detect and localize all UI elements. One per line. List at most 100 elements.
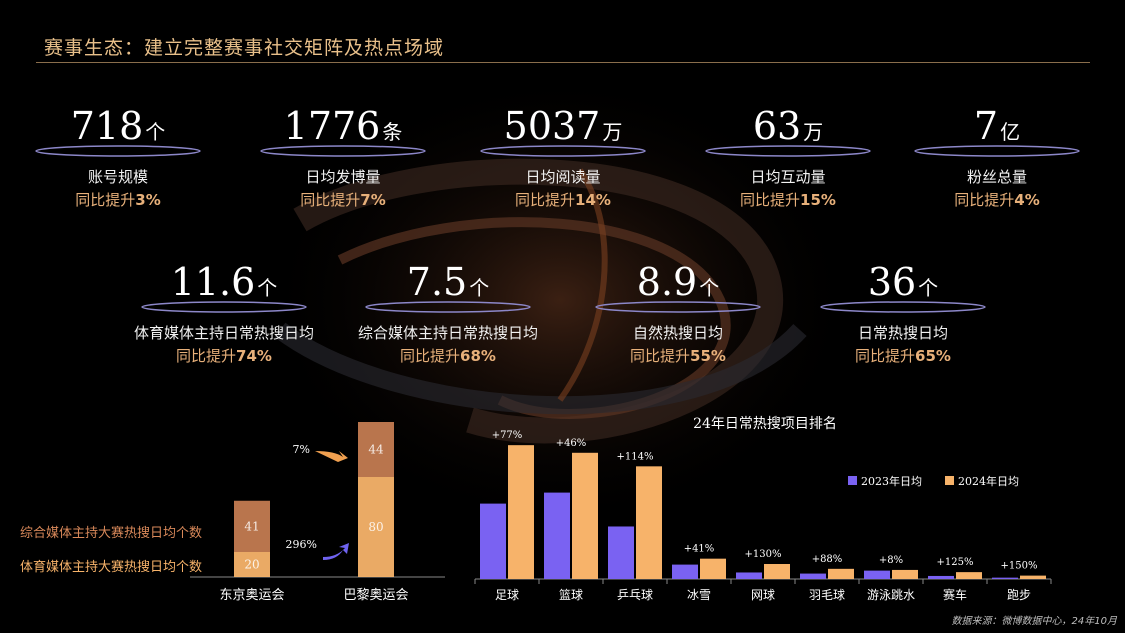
grouped-bar <box>672 564 698 579</box>
grouped-category-label: 羽毛球 <box>809 588 845 602</box>
stat-value: 36 <box>867 260 917 304</box>
grouped-category-label: 足球 <box>495 588 519 602</box>
stat-value: 718 <box>70 104 144 148</box>
grouped-category-label: 冰雪 <box>687 588 711 602</box>
stacked-value-label: 41 <box>244 519 259 533</box>
stacked-legend-sports: 体育媒体主持大赛热搜日均个数 <box>20 560 203 575</box>
grouped-bar <box>764 564 790 579</box>
grouped-bar <box>1020 575 1046 579</box>
stat-daily-hot: 36 个 日常热搜日均 同比提升65% <box>803 260 1003 366</box>
stat-unit: 个 <box>699 276 720 300</box>
stat-unit: 万 <box>803 120 824 144</box>
grouped-category-label: 赛车 <box>943 587 967 602</box>
stat-unit: 万 <box>602 120 623 144</box>
grouped-bar <box>864 570 890 579</box>
grouped-bar <box>544 492 570 579</box>
legend-swatch <box>848 476 857 485</box>
stat-growth: 同比提升74% <box>176 347 272 365</box>
stat-daily-interactions: 63 万 日均互动量 同比提升15% <box>688 104 888 210</box>
stat-ring <box>35 145 201 157</box>
grouped-chart-title: 24年日常热搜项目排名 <box>693 416 837 432</box>
stacked-value-label: 20 <box>244 558 259 572</box>
stat-label: 日均互动量 <box>750 168 826 186</box>
grouped-category-label: 跑步 <box>1007 588 1031 602</box>
grouped-bar <box>508 445 534 579</box>
stat-ring <box>705 145 871 157</box>
stat-unit: 个 <box>145 120 166 144</box>
stat-daily-posts: 1776 条 日均发博量 同比提升7% <box>243 104 443 210</box>
stat-ring <box>820 301 986 313</box>
grouped-bar <box>636 466 662 579</box>
stat-natural-hot: 8.9 个 自然热搜日均 同比提升55% <box>578 260 778 366</box>
stat-unit: 亿 <box>1000 120 1021 144</box>
stat-growth: 同比提升55% <box>630 347 726 365</box>
growth-label: +114% <box>617 451 654 462</box>
stat-growth: 同比提升15% <box>740 191 836 209</box>
stat-daily-reads: 5037 万 日均阅读量 同比提升14% <box>463 104 663 210</box>
stat-growth: 同比提升65% <box>855 347 951 365</box>
grouped-category-label: 篮球 <box>559 587 583 602</box>
stat-general-media-hot: 7.5 个 综合媒体主持日常热搜日均 同比提升68% <box>348 260 548 366</box>
stacked-bar-segment <box>358 422 394 477</box>
stat-label: 账号规模 <box>87 168 148 186</box>
growth-label: +77% <box>492 430 523 441</box>
legend-label: 2024年日均 <box>958 474 1019 488</box>
stat-unit: 条 <box>382 120 403 144</box>
grouped-bar <box>736 572 762 579</box>
grouped-bar <box>928 575 954 579</box>
growth-label: +41% <box>684 544 715 555</box>
annotation-general-growth: 7% <box>293 443 310 456</box>
stacked-category-label: 巴黎奥运会 <box>343 588 408 603</box>
grouped-category-label: 网球 <box>751 588 775 602</box>
growth-label: +130% <box>745 549 782 560</box>
stat-label: 体育媒体主持日常热搜日均 <box>133 324 314 342</box>
stat-ring <box>141 301 307 313</box>
grouped-bar <box>480 503 506 579</box>
stat-value: 8.9 <box>636 260 698 304</box>
grouped-bar <box>992 577 1018 579</box>
stat-growth: 同比提升3% <box>75 191 161 209</box>
annotation-sports-growth: 296% <box>286 538 317 551</box>
annotation-arrow-icon <box>323 543 349 560</box>
title-divider <box>36 62 1090 63</box>
stat-ring <box>260 145 426 157</box>
stat-unit: 个 <box>918 276 939 300</box>
stacked-legend-general: 综合媒体主持大赛热搜日均个数 <box>20 526 203 541</box>
stacked-category-label: 东京奥运会 <box>219 588 284 603</box>
growth-label: +125% <box>937 557 974 568</box>
grouped-bar <box>892 569 918 579</box>
legend-label: 2023年日均 <box>861 474 922 488</box>
grouped-category-label: 游泳跳水 <box>867 588 915 602</box>
stat-value: 63 <box>752 104 802 148</box>
stacked-bar-segment <box>234 500 270 552</box>
stat-value: 7.5 <box>406 260 468 304</box>
grouped-bar <box>608 526 634 579</box>
stacked-bar-chart: 20 41 东京奥运会 80 44 巴黎奥运会 7% 296% <box>190 422 445 603</box>
stacked-value-label: 80 <box>368 520 383 534</box>
stat-label: 自然热搜日均 <box>632 324 723 342</box>
stat-unit: 个 <box>469 276 490 300</box>
stat-label: 日均发博量 <box>305 168 381 186</box>
stat-label: 粉丝总量 <box>966 168 1027 186</box>
stat-growth: 同比提升14% <box>515 191 611 209</box>
stat-unit: 个 <box>257 276 278 300</box>
stacked-value-label: 44 <box>368 443 384 457</box>
stat-growth: 同比提升68% <box>400 347 496 365</box>
grouped-category-label: 乒乓球 <box>617 588 653 602</box>
stat-growth: 同比提升7% <box>300 191 386 209</box>
stat-value: 1776 <box>283 104 381 148</box>
grouped-bar <box>800 573 826 579</box>
stacked-bar-segment <box>234 552 270 577</box>
stacked-bar-segment <box>358 477 394 577</box>
stat-ring <box>595 301 761 313</box>
stat-sports-media-hot: 11.6 个 体育媒体主持日常热搜日均 同比提升74% <box>124 260 324 366</box>
page-title: 赛事生态：建立完整赛事社交矩阵及热点场域 <box>44 37 445 59</box>
stat-label: 日均阅读量 <box>525 168 601 186</box>
stat-label: 综合媒体主持日常热搜日均 <box>357 324 538 342</box>
stat-account-scale: 718 个 账号规模 同比提升3% <box>18 104 218 210</box>
stat-growth: 同比提升4% <box>954 191 1040 209</box>
stat-ring <box>914 145 1080 157</box>
stat-value: 5037 <box>503 104 601 148</box>
growth-label: +8% <box>879 555 903 566</box>
